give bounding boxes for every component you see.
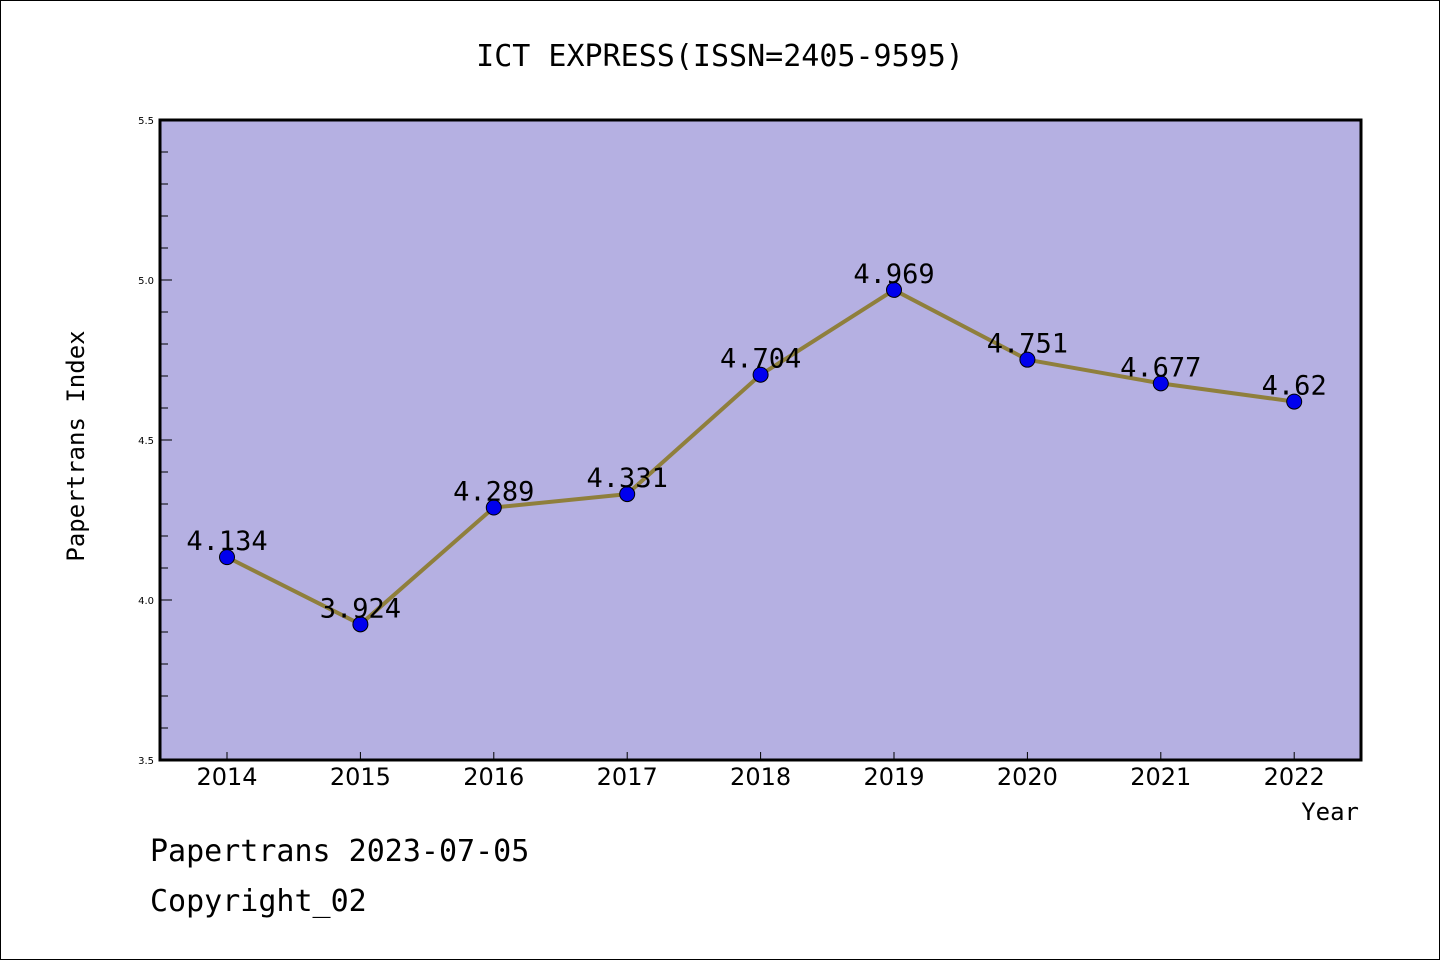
y-tick-label: 5.5 (138, 116, 154, 127)
plot-area (160, 120, 1361, 760)
data-label: 3.924 (320, 593, 401, 624)
data-point (752, 366, 769, 383)
y-tick-label: 4.0 (138, 596, 154, 607)
x-tick-label: 2018 (730, 763, 791, 791)
data-label: 4.677 (1120, 352, 1201, 383)
data-point (1019, 351, 1036, 368)
y-tick-label: 5.0 (138, 276, 154, 287)
y-axis-label: Papertrans Index (62, 330, 90, 561)
data-point (619, 486, 636, 503)
data-label: 4.331 (587, 463, 668, 494)
x-axis: 2014 2015 2016 2017 2018 2019 2020 2021 2022 (196, 752, 1325, 791)
footer-copyright: Copyright_02 (150, 884, 367, 919)
data-point (219, 549, 235, 566)
x-tick-label: 2022 (1264, 763, 1325, 791)
data-point (352, 616, 369, 633)
data-label: 4.969 (853, 259, 934, 290)
y-tick-label: 4.5 (138, 436, 154, 447)
data-point (1152, 375, 1169, 392)
data-label: 4.289 (453, 477, 534, 508)
x-axis-label: Year (1301, 798, 1359, 826)
plot-border (158, 118, 1363, 762)
x-tick-label: 2020 (997, 763, 1058, 791)
data-label: 4.704 (720, 344, 801, 375)
data-label: 4.62 (1262, 371, 1327, 402)
footer-date: Papertrans 2023-07-05 (150, 834, 530, 869)
x-tick-label: 2016 (463, 763, 524, 791)
y-tick-label: 3.5 (138, 756, 154, 767)
data-label: 4.134 (186, 526, 267, 557)
data-point (1286, 393, 1303, 410)
x-tick-label: 2019 (863, 763, 924, 791)
data-label: 4.751 (987, 329, 1068, 360)
data-point (485, 499, 502, 516)
chart-title: ICT EXPRESS(ISSN=2405-9595) (476, 39, 964, 74)
data-series: 4.134 3.924 4.289 4.331 4.704 4.969 4.751 4.677… (186, 259, 1327, 633)
x-tick-label: 2015 (330, 763, 391, 791)
data-point (886, 281, 902, 298)
x-tick-label: 2014 (196, 763, 257, 791)
x-tick-label: 2017 (597, 763, 658, 791)
x-tick-label: 2021 (1130, 763, 1191, 791)
